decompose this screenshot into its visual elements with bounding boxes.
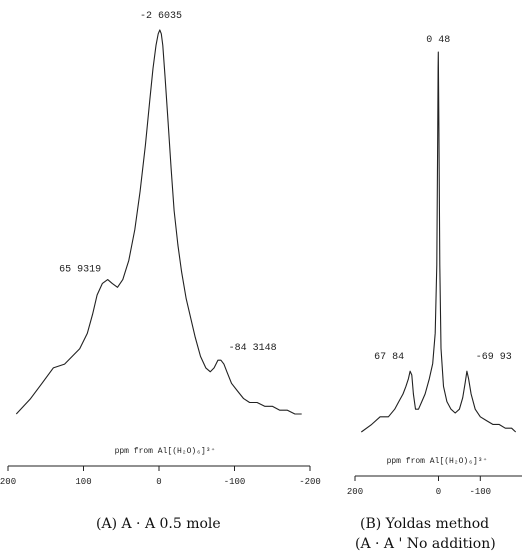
panel-a-peak-label: -84 3148 bbox=[229, 343, 277, 354]
panel-b-tick-label: -100 bbox=[469, 487, 491, 497]
panel-a-axis-caption: ppm from Al[(H₂O)₆]³⁺ bbox=[115, 447, 216, 456]
panel-b-peak-label: -69 93 bbox=[476, 352, 512, 363]
panel-b-peak-label: 67 84 bbox=[374, 352, 404, 363]
panel-b-peak-labels: 0 48 67 84 -69 93 bbox=[374, 35, 512, 363]
panel-b-ticks: 200 0 -100 bbox=[347, 476, 491, 497]
panel-a-spectrum-line bbox=[15, 29, 302, 415]
panel-a-tick-label: 100 bbox=[75, 477, 91, 487]
panel-a-tick-label: 0 bbox=[156, 477, 161, 487]
panel-a: -2 6035 65 9319 -84 3148 ppm from Al[(H₂O)… bbox=[0, 11, 321, 532]
panel-a-tick-label: -100 bbox=[224, 477, 246, 487]
panel-b-tick-label: 200 bbox=[347, 487, 363, 497]
panel-a-peak-label: 65 9319 bbox=[59, 265, 101, 276]
panel-a-peak-labels: -2 6035 65 9319 -84 3148 bbox=[59, 11, 276, 354]
panel-a-caption: (A) A · A 0.5 mole bbox=[96, 516, 221, 532]
panel-b-caption-line1: (B) Yoldas method bbox=[360, 516, 489, 532]
panel-a-tick-label: -200 bbox=[299, 477, 321, 487]
panel-b-axis-caption: ppm from Al[(H₂O)₆]³⁺ bbox=[387, 457, 488, 466]
panel-b-peak-label: 0 48 bbox=[426, 35, 450, 46]
panel-a-peak-label: -2 6035 bbox=[140, 11, 182, 22]
panel-a-tick-label: 200 bbox=[0, 477, 16, 487]
panel-b-tick-label: 0 bbox=[436, 487, 441, 497]
panel-a-ticks: 200 100 0 -100 -200 bbox=[0, 466, 321, 487]
panel-b-spectrum-line bbox=[360, 51, 517, 433]
panel-b-caption-line2: (A · A ' No addition) bbox=[355, 536, 496, 552]
panel-b: 0 48 67 84 -69 93 ppm from Al[(H₂O)₆]³⁺ 20… bbox=[347, 35, 522, 552]
